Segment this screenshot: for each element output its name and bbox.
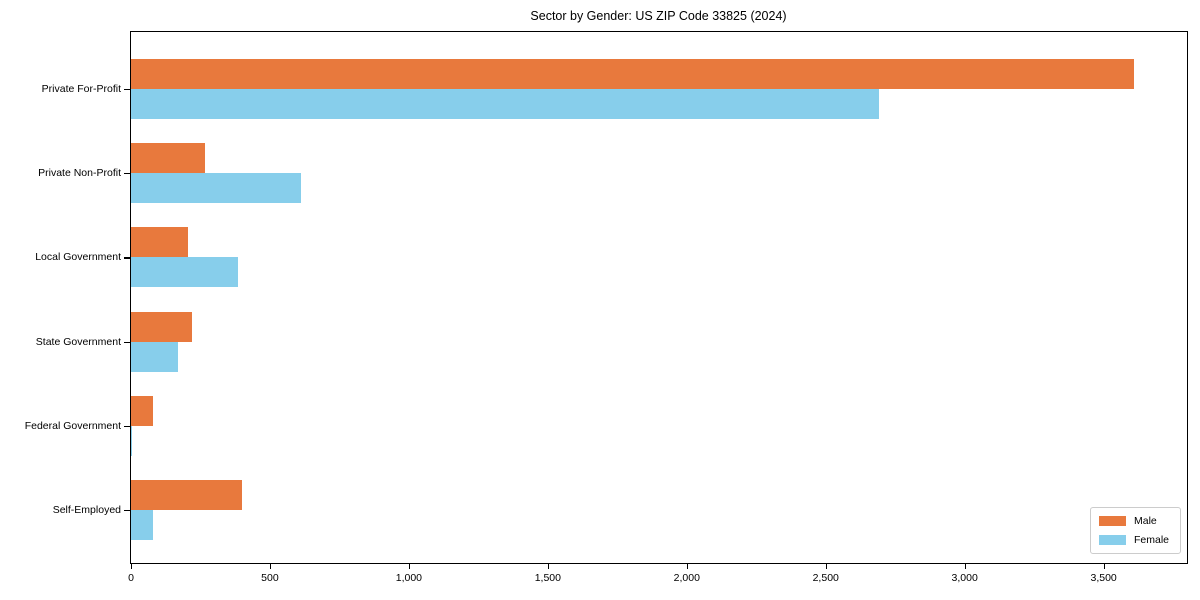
x-label-2000: 2,000 [673,572,700,584]
legend-swatch-female [1098,535,1126,545]
x-label-3000: 3,000 [951,572,978,584]
bar-female-private-for-profit [131,89,879,119]
x-label-0: 0 [128,572,134,584]
y-tick-private-for-profit [124,89,130,91]
x-tick-3500 [1103,563,1105,569]
y-label-self-employed: Self-Employed [52,504,121,516]
bar-female-federal-government [131,425,133,456]
y-tick-state-government [124,341,130,343]
bar-male-state-government [131,311,193,342]
bar-male-self-employed [131,480,243,510]
y-tick-private-non-profit [124,173,130,175]
x-tick-1500 [547,563,550,569]
x-label-3500: 3,500 [1090,572,1117,584]
y-label-local-government: Local Government [35,251,121,264]
legend-item-male: Male [1098,515,1169,527]
x-tick-2000 [686,563,688,569]
x-tick-1000 [408,563,411,569]
x-label-1500: 1,500 [534,572,561,584]
y-label-private-non-profit: Private Non-Profit [38,167,121,180]
y-tick-federal-government [124,425,130,427]
x-label-2500: 2,500 [812,572,839,584]
y-label-federal-government: Federal Government [24,419,121,432]
legend-item-female: Female [1098,534,1169,546]
y-tick-self-employed [124,510,130,512]
y-label-state-government: State Government [35,335,121,348]
bar-male-local-government [131,227,188,258]
x-tick-0 [131,563,133,569]
legend-swatch-male [1098,516,1126,526]
x-tick-500 [269,563,272,569]
legend: Male Female [1089,507,1181,554]
bar-male-private-for-profit [131,59,1135,89]
bar-female-state-government [131,341,179,372]
chart-title: Sector by Gender: US ZIP Code 33825 (202… [530,9,787,23]
x-label-1000: 1,000 [395,572,423,584]
legend-label-male: Male [1133,515,1157,527]
x-tick-2500 [825,563,827,569]
x-tick-3000 [964,563,966,569]
bar-female-private-non-profit [131,173,301,204]
y-tick-local-government [124,257,130,259]
bar-female-local-government [131,257,238,288]
bar-male-federal-government [131,395,153,426]
y-label-private-for-profit: Private For-Profit [41,83,121,95]
x-label-500: 500 [261,572,279,584]
plot-area: Male Female Private For-Profit Private No… [25,31,1188,584]
bar-female-self-employed [131,510,154,540]
legend-label-female: Female [1133,534,1169,546]
bar-male-private-non-profit [131,143,205,174]
